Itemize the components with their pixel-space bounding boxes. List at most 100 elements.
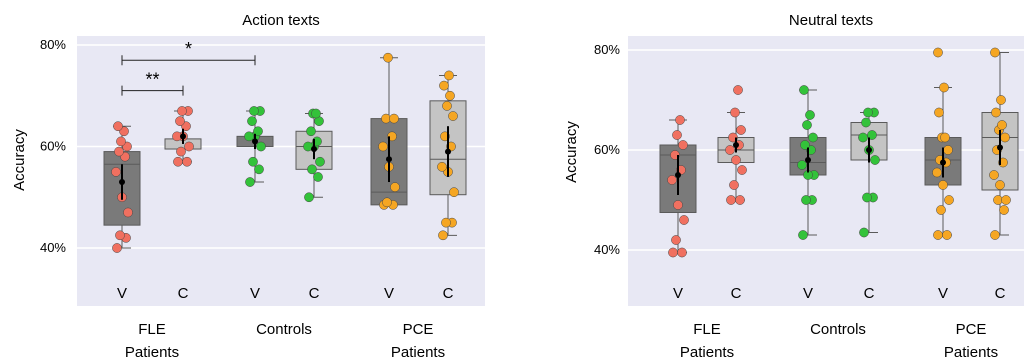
y-tick-label: 80% (594, 42, 620, 57)
box-plot-v (103, 121, 141, 253)
data-point (800, 140, 810, 150)
box-plot-v (789, 85, 827, 240)
data-point (1001, 195, 1011, 205)
box-plot-v (659, 115, 697, 258)
data-point (311, 108, 321, 119)
data-point (383, 52, 393, 63)
box-plot-v (370, 52, 408, 210)
data-point (115, 230, 125, 241)
data-point (859, 227, 869, 238)
data-point (382, 197, 392, 208)
box-plot-v (236, 106, 274, 187)
group-label-line2: Patients (680, 344, 734, 361)
condition-label: C (995, 285, 1006, 302)
mean-marker (180, 133, 186, 140)
data-point (940, 132, 950, 143)
group-label: PCE (956, 321, 987, 338)
data-point (254, 164, 264, 175)
data-point (867, 130, 877, 140)
y-tick-label: 60% (40, 139, 66, 154)
box-plot-c (850, 107, 888, 238)
mean-marker (997, 144, 1003, 151)
chart-title: Neutral texts (789, 12, 873, 29)
group-label: FLE (138, 321, 166, 338)
data-point (861, 117, 871, 128)
data-point (304, 192, 314, 203)
data-point (244, 131, 254, 142)
group-label-line2: Patients (125, 344, 179, 361)
x-axis-labels: V C V C V C FLE Patients Controls PCE Patients (673, 285, 1006, 361)
data-point (672, 130, 682, 140)
data-point (1000, 132, 1010, 143)
y-tick-label: 60% (594, 142, 620, 157)
neutral-texts-chart: Neutral texts Accuracy 40% 60% 80% V C V C V C F… (563, 12, 1024, 361)
data-point (245, 177, 255, 187)
condition-label: V (250, 285, 260, 302)
data-point (182, 156, 192, 167)
data-point (448, 111, 458, 121)
condition-label: C (178, 285, 189, 302)
data-point (445, 90, 455, 101)
data-point (936, 205, 946, 215)
significance-label: ** (145, 70, 159, 90)
significance-annotations: *** (121, 39, 256, 96)
data-point (378, 141, 388, 152)
condition-label: C (864, 285, 875, 302)
mean-marker (386, 156, 392, 163)
data-point (801, 195, 811, 205)
data-point (438, 230, 448, 241)
condition-label: V (117, 285, 127, 302)
data-point (934, 107, 944, 118)
data-point (677, 247, 687, 258)
data-point (173, 156, 183, 167)
box-plot-c (981, 47, 1019, 240)
data-point (114, 146, 124, 157)
box-plots (659, 47, 1019, 258)
data-point (730, 107, 740, 118)
data-point (862, 192, 872, 203)
data-point (989, 170, 999, 180)
data-point (990, 47, 1000, 58)
data-point (805, 110, 815, 120)
data-point (449, 187, 459, 198)
box-plot-c (429, 70, 467, 241)
data-point (863, 107, 873, 118)
data-point (247, 116, 257, 126)
y-axis-label: Accuracy (563, 121, 580, 183)
condition-label: V (938, 285, 948, 302)
condition-label: V (803, 285, 813, 302)
data-point (995, 180, 1005, 190)
condition-label: C (309, 285, 320, 302)
data-point (313, 172, 323, 182)
data-point (675, 115, 685, 125)
data-point (389, 113, 399, 124)
data-point (177, 106, 187, 116)
mean-marker (119, 179, 125, 186)
condition-label: C (731, 285, 742, 302)
chart-title: Action texts (242, 12, 320, 29)
data-point (116, 136, 126, 147)
data-point (731, 155, 741, 165)
y-axis-label: Accuracy (11, 129, 28, 191)
data-point (737, 165, 747, 175)
y-tick-label: 80% (40, 37, 66, 52)
mean-marker (311, 146, 317, 153)
data-point (444, 70, 454, 81)
significance-label: * (185, 39, 192, 59)
data-point (253, 126, 263, 137)
mean-marker (940, 159, 946, 166)
data-point (248, 156, 258, 167)
data-point (256, 141, 266, 152)
data-point (184, 141, 194, 152)
data-point (673, 200, 683, 210)
mean-marker (866, 147, 872, 153)
y-tick-label: 40% (40, 240, 66, 255)
data-point (798, 230, 808, 240)
data-point (858, 132, 868, 143)
data-point (678, 140, 688, 150)
y-tick-labels: 40% 60% 80% (594, 42, 620, 257)
data-point (176, 146, 186, 157)
data-point (997, 120, 1007, 130)
